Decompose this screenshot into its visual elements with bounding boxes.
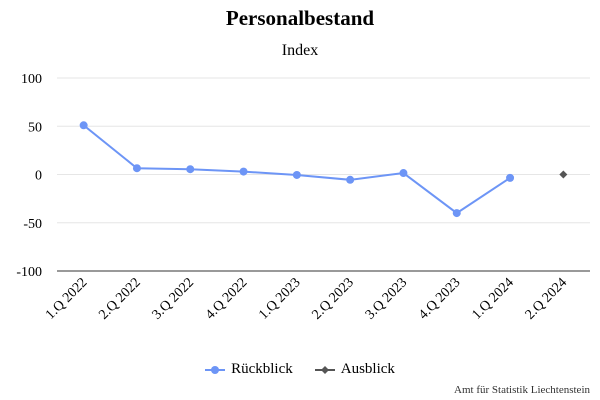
series-line-0 <box>83 124 511 215</box>
y-tick-label: 0 <box>35 169 42 184</box>
x-tick-label: 1.Q 2022 <box>43 275 90 322</box>
x-tick-label: 2.Q 2022 <box>96 275 143 322</box>
y-axis: 100 50 0 -50 -100 <box>16 72 42 280</box>
chart-title: Personalbestand <box>225 6 375 30</box>
y-tick-label: 50 <box>28 120 42 135</box>
legend-item-rueckblick[interactable]: Rückblick <box>205 361 293 378</box>
x-tick-label: 4.Q 2022 <box>203 275 250 322</box>
y-tick-label: -50 <box>23 217 42 232</box>
data-point-circle <box>239 167 248 176</box>
data-point-circle <box>79 121 88 130</box>
x-tick-label: 1.Q 2024 <box>469 275 516 322</box>
y-tick-label: -100 <box>16 265 42 280</box>
legend-label-rueckblick: Rückblick <box>231 361 293 377</box>
x-tick-label: 3.Q 2023 <box>363 275 410 322</box>
legend-item-ausblick[interactable]: Ausblick <box>314 361 395 378</box>
data-point-circle <box>452 209 461 218</box>
grid-lines <box>57 77 590 224</box>
x-tick-label: 2.Q 2024 <box>523 275 570 322</box>
x-tick-label: 1.Q 2023 <box>256 275 303 322</box>
chart-subtitle: Index <box>281 42 319 59</box>
data-point-circle <box>186 165 195 174</box>
circle-marker-icon <box>205 365 226 374</box>
data-point-circle <box>292 170 301 179</box>
legend-label-ausblick: Ausblick <box>340 361 395 377</box>
y-tick-label: 100 <box>21 72 42 87</box>
series-group <box>79 121 568 218</box>
legend: Rückblick Ausblick <box>0 361 600 378</box>
data-point-circle <box>346 175 355 184</box>
data-point-circle <box>132 164 141 173</box>
x-tick-label: 2.Q 2023 <box>310 275 357 322</box>
x-tick-label: 4.Q 2023 <box>416 275 463 322</box>
x-axis: 1.Q 2022 2.Q 2022 3.Q 2022 4.Q 2022 1.Q 2023… <box>43 270 590 323</box>
data-point-circle <box>506 173 515 182</box>
data-point-diamond <box>559 170 568 179</box>
credit-text: Amt für Statistik Liechtenstein <box>454 384 590 396</box>
x-tick-label: 3.Q 2022 <box>150 275 197 322</box>
data-point-circle <box>399 169 408 178</box>
diamond-marker-icon <box>314 365 335 374</box>
